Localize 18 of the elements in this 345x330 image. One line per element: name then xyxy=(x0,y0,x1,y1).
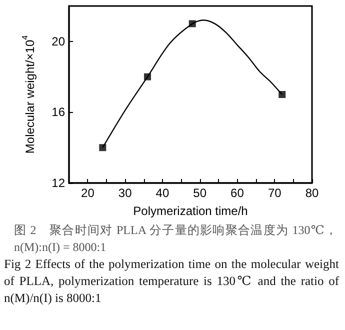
x-axis-title: Polymerization time/h xyxy=(133,204,248,218)
x-tick-label: 60 xyxy=(230,186,244,200)
point xyxy=(188,20,196,28)
point xyxy=(278,91,286,98)
x-tick-label: 50 xyxy=(193,186,207,200)
x-tick-label: 80 xyxy=(305,186,319,200)
x-tick-label: 30 xyxy=(118,186,132,200)
point xyxy=(99,144,106,152)
caption: 图 2 聚合时间对 PLLA 分子量的影响聚合温度为 130℃，n(M):n(I) = 8000:1 xyxy=(13,222,338,256)
point xyxy=(144,73,152,80)
caption: Fig 2 Effects of the polymerization time on the molecular weight of PLLA, polymerization temperature is 130℃ and the ratio of n(M)/n(I) is 8000:1 xyxy=(3,256,340,307)
y-tick-label: 12 xyxy=(52,176,66,190)
x-tick-label: 20 xyxy=(81,186,95,200)
y-tick-label: 20 xyxy=(52,34,66,48)
x-tick-label: 40 xyxy=(156,186,170,200)
y-tick-label: 16 xyxy=(52,105,66,120)
x-tick-label: 70 xyxy=(268,186,282,200)
y-axis-title: Molecular weight/×104 xyxy=(20,34,37,154)
